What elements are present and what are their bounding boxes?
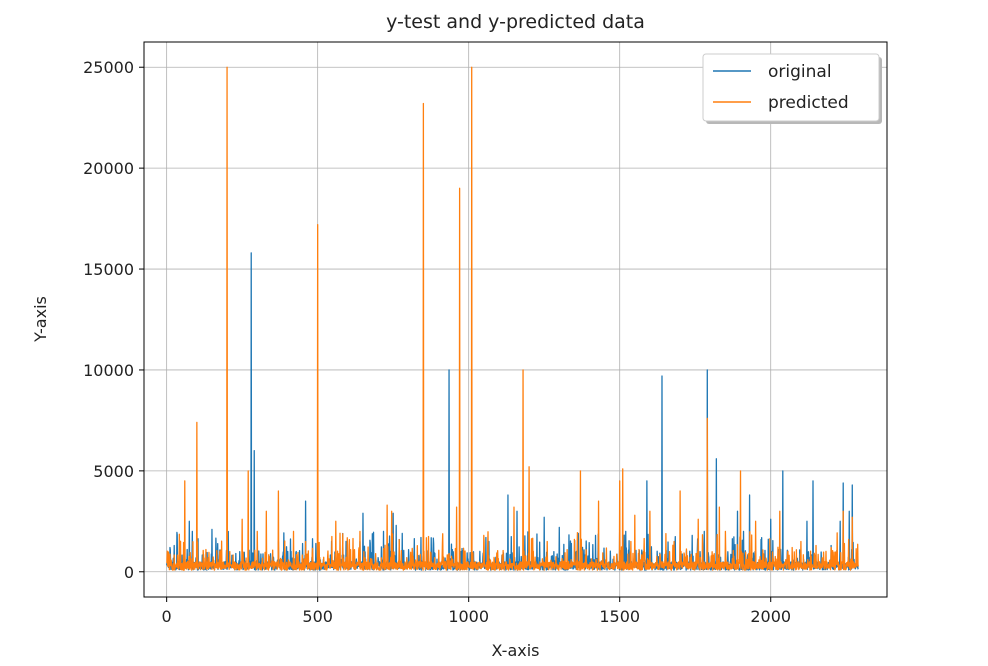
chart-title: y-test and y-predicted data: [386, 11, 645, 33]
series-line-original: [166, 252, 859, 571]
y-tick-label-4: 20000: [83, 159, 134, 178]
plot-area-frame: [143, 41, 888, 598]
y-tick-label-5: 25000: [83, 58, 134, 77]
x-tick-label-3: 1500: [599, 607, 640, 626]
y-tick-label-3: 15000: [83, 260, 134, 279]
plot-series: [166, 66, 859, 571]
legend-label-original: original: [768, 62, 832, 82]
x-tick-label-0: 0: [162, 607, 172, 626]
x-tick-label-1: 500: [302, 607, 333, 626]
y-ticks: 0 5000 10000 15000 20000 25000: [83, 58, 144, 582]
x-ticks: 0 500 1000 1500 2000: [162, 597, 791, 626]
y-axis-label: Y-axis: [31, 296, 50, 343]
legend-label-predicted: predicted: [768, 93, 849, 113]
y-tick-label-2: 10000: [83, 361, 134, 380]
y-tick-label-1: 5000: [93, 462, 134, 481]
y-tick-label-0: 0: [124, 563, 134, 582]
x-tick-label-2: 1000: [448, 607, 489, 626]
grid-lines: [144, 42, 887, 597]
x-tick-label-4: 2000: [750, 607, 791, 626]
legend: original predicted: [702, 53, 882, 124]
series-line-predicted: [166, 66, 859, 571]
x-axis-label: X-axis: [492, 641, 540, 660]
